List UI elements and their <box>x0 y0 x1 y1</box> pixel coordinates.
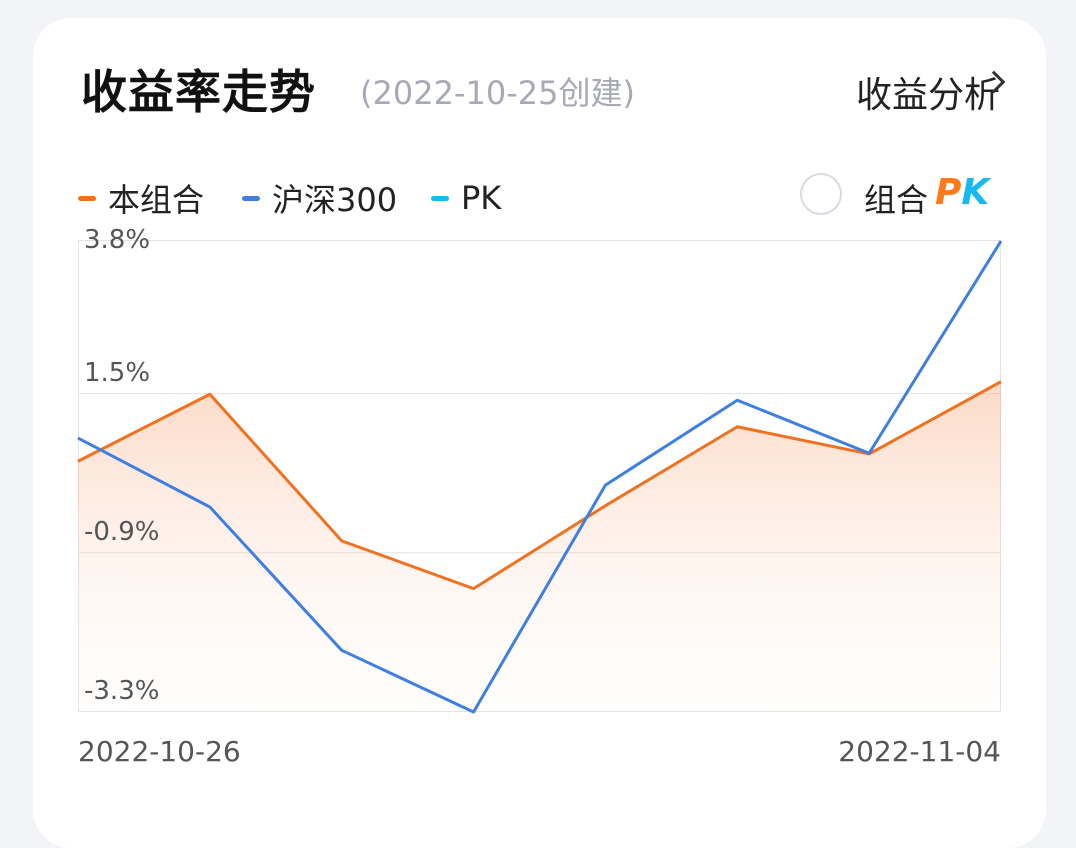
legend-item-csi300: 沪深300 <box>242 178 398 219</box>
pk-logo: PK <box>935 172 989 213</box>
legend-label: 本组合 <box>108 181 205 219</box>
series-line-0 <box>77 380 1002 591</box>
legend-dash-icon <box>431 195 449 201</box>
series-line-1 <box>77 240 1003 714</box>
legend-item-portfolio: 本组合 <box>78 178 205 219</box>
pk-logo-k: K <box>961 172 990 213</box>
legend-label: 沪深300 <box>272 181 398 219</box>
y-tick-label: -3.3% <box>84 676 160 706</box>
analysis-link-label: 收益分析 <box>855 75 1000 116</box>
y-tick-label: 1.5% <box>84 357 151 388</box>
analysis-link[interactable]: 收益分析 <box>856 66 1000 118</box>
legend-dash-icon <box>78 195 96 201</box>
created-date: (2022-10-25创建) <box>360 74 635 112</box>
legend-label: PK <box>461 179 502 217</box>
y-tick-label: -0.9% <box>84 516 160 547</box>
page-title: 收益率走势 <box>81 65 316 119</box>
series-area <box>78 381 1001 712</box>
x-tick-label-start: 2022-10-26 <box>78 735 241 768</box>
returns-chart <box>77 240 1003 714</box>
pk-toggle-label: 组合 <box>864 181 929 219</box>
y-tick-label: 3.8% <box>84 225 151 255</box>
legend-item-pk: PK <box>431 178 501 218</box>
pk-toggle[interactable] <box>800 173 842 215</box>
pk-logo-p: P <box>935 172 962 213</box>
x-tick-label-end: 2022-11-04 <box>838 735 1001 768</box>
legend-dash-icon <box>242 195 260 201</box>
